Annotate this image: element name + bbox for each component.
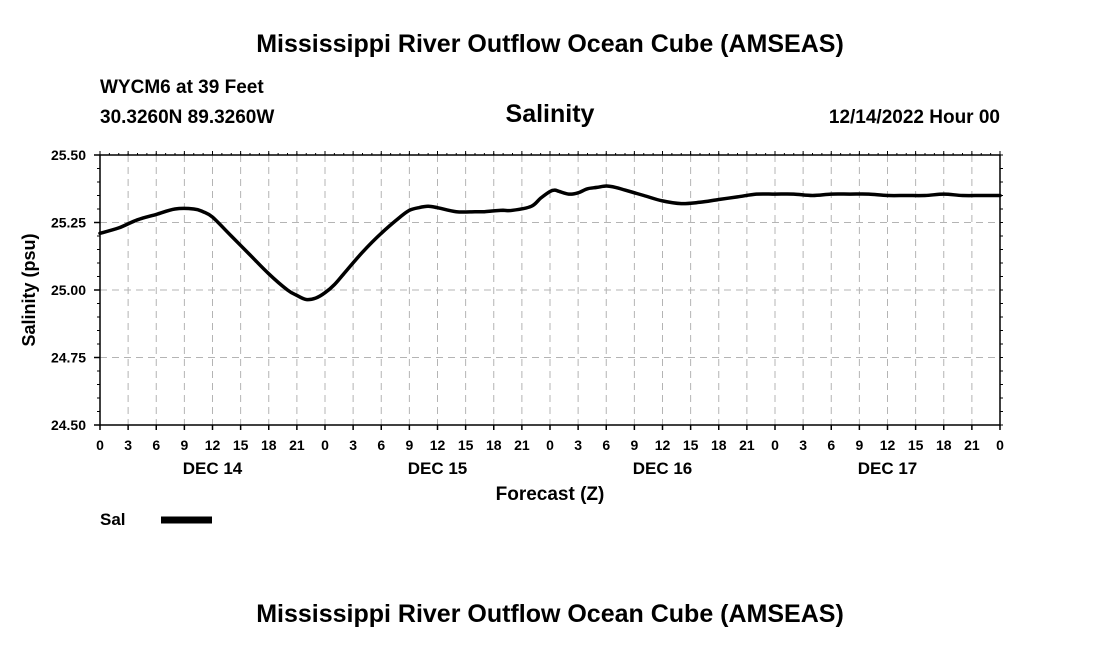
x-tick-label: 0 xyxy=(96,437,104,453)
x-tick-label: 3 xyxy=(799,437,807,453)
day-label: DEC 16 xyxy=(633,459,693,478)
y-axis-ticks: 24.50 24.75 25.00 25.25 25.50 xyxy=(51,147,1003,433)
y-tick-label: 24.50 xyxy=(51,417,86,433)
x-tick-label: 15 xyxy=(683,437,699,453)
y-tick-label: 24.75 xyxy=(51,350,86,366)
x-tick-label: 15 xyxy=(233,437,249,453)
x-tick-label: 21 xyxy=(514,437,530,453)
x-tick-label: 0 xyxy=(771,437,779,453)
x-tick-label: 6 xyxy=(152,437,160,453)
chart-title: Mississippi River Outflow Ocean Cube (AM… xyxy=(256,30,844,58)
x-axis-label: Forecast (Z) xyxy=(496,484,605,505)
x-axis-ticks: 0 3 6 9 12 15 18 21 0 3 6 9 12 15 18 21 0 3 6 9 12 15 18 21 0 3 6 9… xyxy=(96,151,1004,453)
x-tick-label: 9 xyxy=(405,437,413,453)
x-tick-label: 9 xyxy=(630,437,638,453)
x-tick-label: 0 xyxy=(546,437,554,453)
station-label: WYCM6 at 39 Feet xyxy=(100,77,264,98)
x-tick-label: 12 xyxy=(880,437,896,453)
x-tick-label: 12 xyxy=(655,437,671,453)
y-axis-label: Salinity (psu) xyxy=(19,233,39,346)
x-tick-label: 15 xyxy=(908,437,924,453)
y-tick-label: 25.00 xyxy=(51,282,86,298)
x-tick-label: 6 xyxy=(602,437,610,453)
x-tick-label: 21 xyxy=(289,437,305,453)
x-tick-label: 6 xyxy=(377,437,385,453)
x-tick-label: 18 xyxy=(486,437,502,453)
x-tick-label: 12 xyxy=(205,437,221,453)
x-tick-label: 18 xyxy=(261,437,277,453)
salinity-chart: 24.50 24.75 25.00 25.25 25.50 0 3 6 9 12 15 18 21 0 3… xyxy=(19,147,1004,529)
series-line-sal xyxy=(98,184,1002,302)
x-tick-label: 12 xyxy=(430,437,446,453)
x-tick-label: 9 xyxy=(855,437,863,453)
day-label: DEC 17 xyxy=(858,459,918,478)
coordinates-label: 30.3260N 89.3260W xyxy=(100,107,275,128)
variable-title: Salinity xyxy=(505,100,595,128)
forecast-datetime: 12/14/2022 Hour 00 xyxy=(828,107,1000,128)
x-tick-label: 21 xyxy=(964,437,980,453)
x-tick-label: 6 xyxy=(827,437,835,453)
x-tick-label: 3 xyxy=(574,437,582,453)
plot-frame xyxy=(99,154,1001,426)
x-tick-label: 18 xyxy=(936,437,952,453)
legend-label-sal: Sal xyxy=(100,510,126,529)
x-tick-label: 9 xyxy=(180,437,188,453)
x-tick-label: 21 xyxy=(739,437,755,453)
x-tick-label: 15 xyxy=(458,437,474,453)
y-tick-label: 25.25 xyxy=(51,215,86,231)
day-label: DEC 15 xyxy=(408,459,468,478)
x-tick-label: 3 xyxy=(349,437,357,453)
y-tick-label: 25.50 xyxy=(51,147,86,163)
x-tick-label: 18 xyxy=(711,437,727,453)
day-label: DEC 14 xyxy=(183,459,243,478)
x-tick-label: 0 xyxy=(996,437,1004,453)
x-tick-label: 0 xyxy=(321,437,329,453)
footer-title: Mississippi River Outflow Ocean Cube (AM… xyxy=(256,600,844,628)
day-labels: DEC 14 DEC 15 DEC 16 DEC 17 xyxy=(183,459,918,478)
x-tick-label: 3 xyxy=(124,437,132,453)
